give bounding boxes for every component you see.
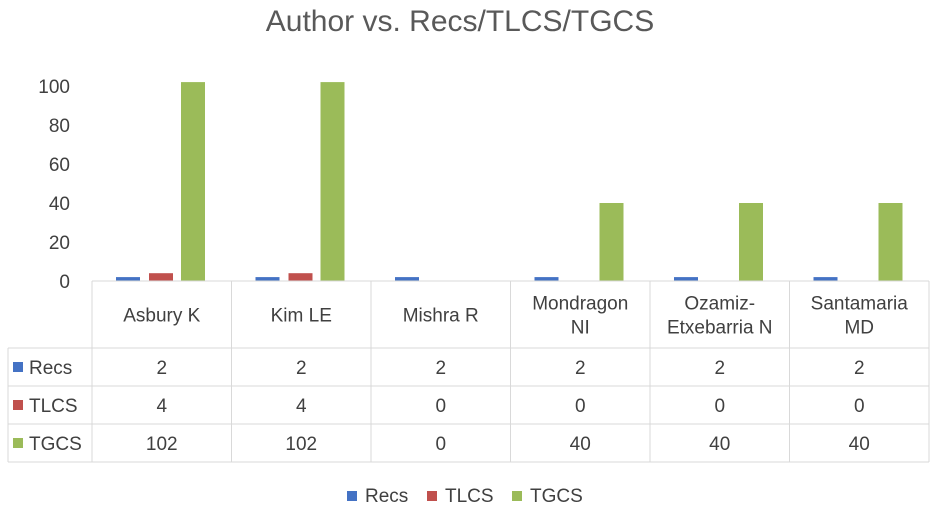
table-value: 0 — [854, 396, 865, 417]
y-tick-label: 20 — [49, 233, 70, 254]
y-tick-label: 100 — [38, 77, 70, 98]
table-value: 4 — [296, 396, 307, 417]
table-value: 0 — [575, 396, 586, 417]
bar-tgcs — [599, 203, 624, 281]
table-value: 2 — [854, 358, 865, 379]
bar-recs — [674, 277, 698, 281]
table-value: 2 — [435, 358, 446, 379]
category-label: Santamaria — [811, 294, 909, 315]
table-legend-key — [13, 438, 23, 448]
legend-key-recs — [347, 491, 357, 501]
bar-tgcs — [181, 82, 205, 281]
y-axis: 0 20 40 60 80 100 — [38, 77, 70, 293]
bar-recs — [255, 277, 280, 281]
table-series-name: TLCS — [29, 396, 78, 417]
table-value: 2 — [575, 358, 586, 379]
table-value: 4 — [156, 396, 167, 417]
table-legend-key — [13, 400, 23, 410]
category-label: MD — [844, 318, 874, 339]
legend-key-tgcs — [512, 491, 522, 501]
category-label: Asbury K — [123, 306, 200, 327]
category-label: Ozamiz- — [684, 294, 755, 315]
y-tick-label: 60 — [49, 155, 70, 176]
table-value: 2 — [296, 358, 307, 379]
table-value: 2 — [714, 358, 725, 379]
legend: Recs TLCS TGCS — [347, 486, 583, 507]
data-table: Asbury K Kim LE Mishra R Mondragon NI Ozamiz-… — [7, 280, 930, 463]
category-label: Mondragon — [532, 294, 628, 315]
y-tick-label: 0 — [59, 272, 70, 293]
bars — [116, 82, 903, 281]
bar-tgcs — [320, 82, 345, 281]
table-value: 0 — [435, 434, 446, 455]
y-tick-label: 80 — [49, 116, 70, 137]
table-value: 2 — [156, 358, 167, 379]
table-series-name: Recs — [29, 358, 72, 379]
table-value: 40 — [709, 434, 730, 455]
table-value: 102 — [146, 434, 178, 455]
bar-tgcs — [878, 203, 903, 281]
bar-tlcs — [149, 273, 173, 281]
table-value: 0 — [435, 396, 446, 417]
bar-recs — [116, 277, 140, 281]
table-value: 102 — [285, 434, 317, 455]
bar-recs — [813, 277, 838, 281]
table-legend-key — [13, 362, 23, 372]
bar-tgcs — [739, 203, 763, 281]
bar-recs — [534, 277, 559, 281]
legend-label-tgcs: TGCS — [530, 486, 583, 507]
legend-label-tlcs: TLCS — [445, 486, 494, 507]
table-value: 40 — [570, 434, 591, 455]
category-label: Mishra R — [403, 306, 479, 327]
table-value: 0 — [714, 396, 725, 417]
bar-recs — [395, 277, 419, 281]
chart-title: Author vs. Recs/TLCS/TGCS — [266, 5, 654, 38]
table-value: 40 — [849, 434, 870, 455]
legend-label-recs: Recs — [365, 486, 408, 507]
y-tick-label: 40 — [49, 194, 70, 215]
table-series-name: TGCS — [29, 434, 82, 455]
legend-key-tlcs — [427, 491, 437, 501]
bar-tlcs — [288, 273, 313, 281]
category-label: Kim LE — [271, 306, 332, 327]
category-label: NI — [571, 318, 590, 339]
category-label: Etxebarria N — [667, 318, 773, 339]
